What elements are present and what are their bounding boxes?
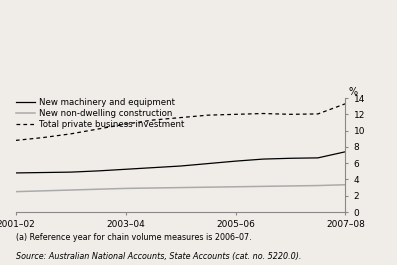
Text: Source: Australian National Accounts, State Accounts (cat. no. 5220.0).: Source: Australian National Accounts, St…: [16, 252, 301, 261]
Text: %: %: [349, 87, 358, 97]
Legend: New machinery and equipment, New non-dwelling construction, Total private busine: New machinery and equipment, New non-dwe…: [16, 98, 185, 129]
Text: (a) Reference year for chain volume measures is 2006–07.: (a) Reference year for chain volume meas…: [16, 233, 252, 242]
